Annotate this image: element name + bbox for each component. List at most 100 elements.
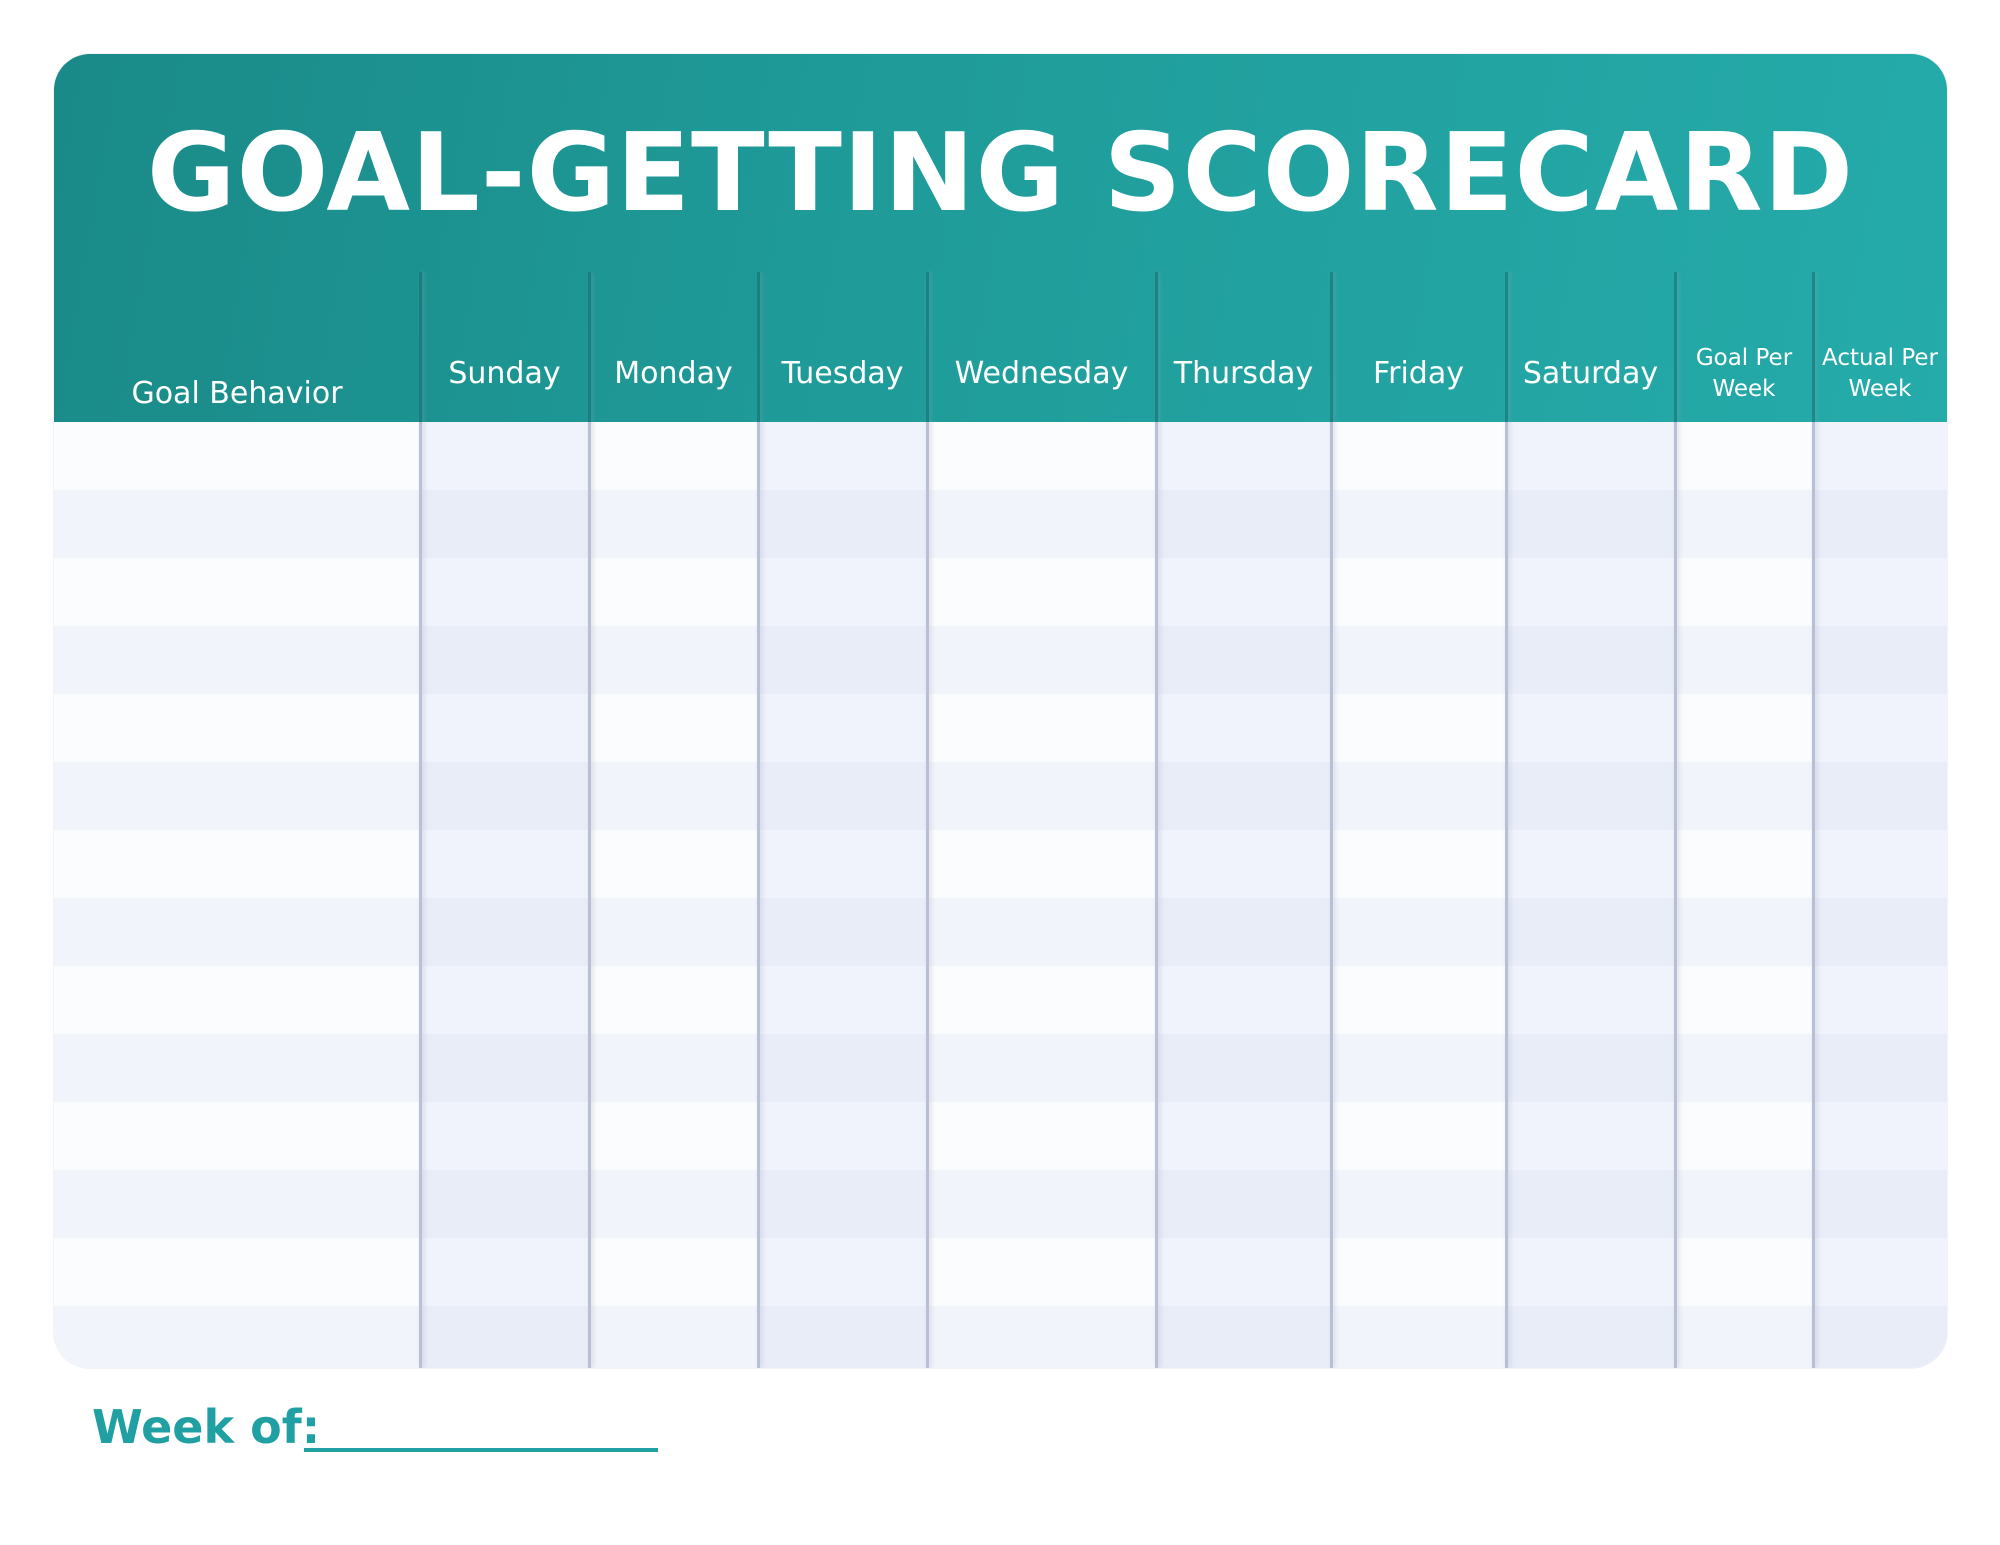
table-cell[interactable] <box>758 1102 927 1170</box>
table-cell[interactable] <box>1506 422 1675 490</box>
table-cell[interactable] <box>1506 558 1675 626</box>
table-cell[interactable] <box>758 1170 927 1238</box>
table-cell[interactable] <box>758 1238 927 1306</box>
table-cell[interactable] <box>1675 1306 1813 1368</box>
table-cell[interactable] <box>1813 558 1947 626</box>
table-cell[interactable] <box>927 762 1156 830</box>
table-cell[interactable] <box>1813 1034 1947 1102</box>
table-cell[interactable] <box>54 1238 420 1306</box>
table-cell[interactable] <box>1813 762 1947 830</box>
table-cell[interactable] <box>589 898 758 966</box>
table-cell[interactable] <box>758 762 927 830</box>
table-cell[interactable] <box>758 490 927 558</box>
table-cell[interactable] <box>420 1034 589 1102</box>
table-cell[interactable] <box>1506 1238 1675 1306</box>
table-cell[interactable] <box>1331 1306 1506 1368</box>
table-cell[interactable] <box>927 1238 1156 1306</box>
table-cell[interactable] <box>927 694 1156 762</box>
table-cell[interactable] <box>1156 558 1331 626</box>
table-cell[interactable] <box>1675 830 1813 898</box>
table-cell[interactable] <box>420 830 589 898</box>
table-cell[interactable] <box>420 490 589 558</box>
table-cell[interactable] <box>1675 1034 1813 1102</box>
table-cell[interactable] <box>54 898 420 966</box>
table-cell[interactable] <box>420 898 589 966</box>
table-cell[interactable] <box>54 558 420 626</box>
table-cell[interactable] <box>1675 422 1813 490</box>
table-cell[interactable] <box>758 1306 927 1368</box>
table-cell[interactable] <box>927 422 1156 490</box>
table-cell[interactable] <box>1813 966 1947 1034</box>
table-cell[interactable] <box>1506 1034 1675 1102</box>
table-cell[interactable] <box>1506 1102 1675 1170</box>
table-cell[interactable] <box>1813 490 1947 558</box>
table-cell[interactable] <box>1813 1306 1947 1368</box>
table-cell[interactable] <box>1675 966 1813 1034</box>
table-cell[interactable] <box>1506 898 1675 966</box>
table-cell[interactable] <box>1331 966 1506 1034</box>
table-cell[interactable] <box>758 694 927 762</box>
table-cell[interactable] <box>1675 558 1813 626</box>
table-cell[interactable] <box>1813 830 1947 898</box>
table-cell[interactable] <box>1156 762 1331 830</box>
table-cell[interactable] <box>758 966 927 1034</box>
table-cell[interactable] <box>758 626 927 694</box>
table-cell[interactable] <box>1331 1034 1506 1102</box>
table-cell[interactable] <box>1331 694 1506 762</box>
table-cell[interactable] <box>1813 1238 1947 1306</box>
table-cell[interactable] <box>1506 490 1675 558</box>
table-cell[interactable] <box>927 490 1156 558</box>
table-cell[interactable] <box>54 694 420 762</box>
table-cell[interactable] <box>1156 1238 1331 1306</box>
table-cell[interactable] <box>589 1102 758 1170</box>
table-cell[interactable] <box>589 1034 758 1102</box>
table-cell[interactable] <box>420 694 589 762</box>
table-cell[interactable] <box>1331 898 1506 966</box>
table-cell[interactable] <box>1156 830 1331 898</box>
table-cell[interactable] <box>927 1306 1156 1368</box>
table-cell[interactable] <box>420 966 589 1034</box>
table-cell[interactable] <box>758 830 927 898</box>
table-cell[interactable] <box>1156 694 1331 762</box>
table-cell[interactable] <box>758 558 927 626</box>
table-cell[interactable] <box>54 626 420 694</box>
table-cell[interactable] <box>1156 898 1331 966</box>
table-cell[interactable] <box>420 626 589 694</box>
table-cell[interactable] <box>1506 762 1675 830</box>
table-cell[interactable] <box>589 830 758 898</box>
table-cell[interactable] <box>54 1102 420 1170</box>
table-cell[interactable] <box>1331 558 1506 626</box>
table-cell[interactable] <box>927 966 1156 1034</box>
table-cell[interactable] <box>758 1034 927 1102</box>
table-cell[interactable] <box>1506 830 1675 898</box>
table-cell[interactable] <box>927 1034 1156 1102</box>
table-cell[interactable] <box>927 558 1156 626</box>
table-cell[interactable] <box>1675 762 1813 830</box>
table-cell[interactable] <box>1506 626 1675 694</box>
table-cell[interactable] <box>1675 626 1813 694</box>
table-cell[interactable] <box>1506 694 1675 762</box>
table-cell[interactable] <box>927 626 1156 694</box>
table-cell[interactable] <box>1156 490 1331 558</box>
table-cell[interactable] <box>758 898 927 966</box>
table-cell[interactable] <box>589 626 758 694</box>
table-cell[interactable] <box>54 1170 420 1238</box>
table-cell[interactable] <box>54 1034 420 1102</box>
table-cell[interactable] <box>1331 1238 1506 1306</box>
table-cell[interactable] <box>54 490 420 558</box>
table-cell[interactable] <box>420 762 589 830</box>
table-cell[interactable] <box>1675 898 1813 966</box>
table-cell[interactable] <box>589 762 758 830</box>
table-cell[interactable] <box>1813 1102 1947 1170</box>
table-cell[interactable] <box>1675 1102 1813 1170</box>
table-cell[interactable] <box>420 1306 589 1368</box>
table-cell[interactable] <box>1813 1170 1947 1238</box>
table-cell[interactable] <box>1156 1170 1331 1238</box>
table-cell[interactable] <box>420 558 589 626</box>
table-cell[interactable] <box>1156 422 1331 490</box>
table-cell[interactable] <box>1331 626 1506 694</box>
table-cell[interactable] <box>1156 1034 1331 1102</box>
table-cell[interactable] <box>1813 694 1947 762</box>
table-cell[interactable] <box>589 694 758 762</box>
table-cell[interactable] <box>1156 966 1331 1034</box>
